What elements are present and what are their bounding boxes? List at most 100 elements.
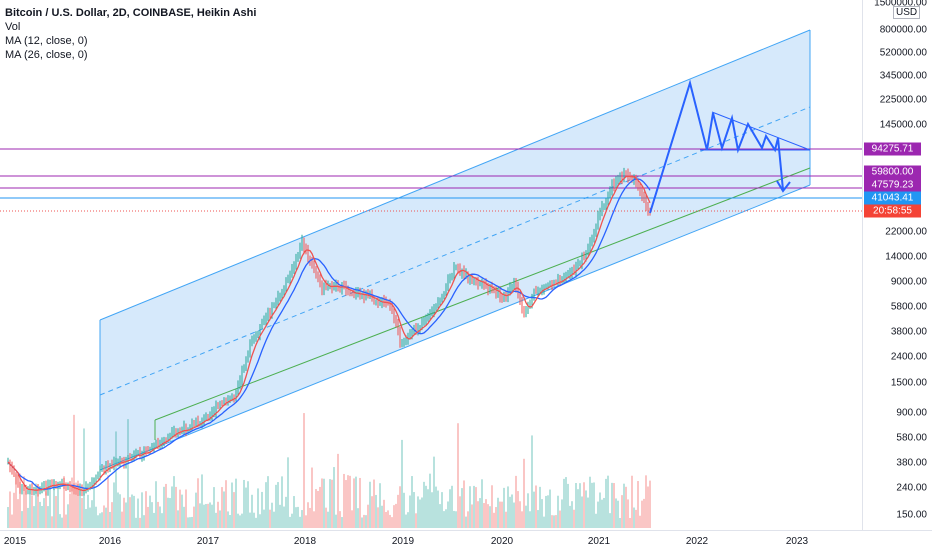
volume-bar (437, 490, 439, 528)
volume-bar (371, 496, 373, 528)
volume-bar (113, 482, 115, 528)
volume-bar (497, 497, 499, 528)
volume-bar (9, 491, 11, 528)
channel-midline[interactable] (99, 106, 811, 396)
volume-bar (373, 479, 375, 528)
volume-bar (233, 492, 235, 528)
volume-bar (145, 491, 147, 528)
projection-path[interactable] (649, 79, 784, 214)
volume-bar (469, 486, 471, 528)
price-tick-label: 1500000.00 (874, 0, 927, 9)
volume-bar (337, 453, 339, 528)
volume-bar (255, 517, 257, 528)
volume-bar (303, 413, 305, 528)
volume-bar (95, 506, 97, 528)
bar-countdown-tag: 20:58:55 (864, 204, 921, 218)
volume-bar (193, 506, 195, 528)
volume-bar (79, 488, 81, 528)
symbol-title[interactable]: Bitcoin / U.S. Dollar, 2D, COINBASE, Hei… (5, 7, 257, 19)
volume-bar (427, 489, 429, 528)
volume-bar (447, 501, 449, 528)
volume-bar (11, 514, 13, 528)
volume-bar (321, 478, 323, 528)
volume-bar (553, 515, 555, 528)
volume-bar (633, 507, 635, 528)
volume-bar (291, 513, 293, 528)
volume-bar (87, 494, 89, 528)
volume-bar (509, 496, 511, 528)
channel-upper-line[interactable] (99, 29, 811, 321)
volume-bar (387, 510, 389, 528)
volume-bar (453, 510, 455, 528)
volume-bar (519, 501, 521, 528)
volume-bar (359, 477, 361, 528)
time-tick-label: 2020 (490, 536, 514, 547)
volume-bar (97, 515, 99, 528)
volume-indicator-label[interactable]: Vol (5, 21, 21, 33)
volume-bar (281, 476, 283, 528)
chart-canvas[interactable] (0, 0, 862, 530)
price-axis[interactable]: USD 1500000.00 800000.00 520000.00 345000.0… (862, 0, 932, 530)
volume-bar (531, 435, 533, 528)
volume-bar (55, 496, 57, 528)
volume-bar (235, 478, 237, 528)
volume-bar (561, 499, 563, 528)
volume-bar (489, 506, 491, 528)
projection-arrowhead (776, 180, 791, 193)
volume-bar (331, 479, 333, 528)
volume-bar (545, 495, 547, 528)
volume-bar (445, 509, 447, 528)
volume-bar (401, 439, 403, 528)
ma26-indicator-label[interactable]: MA (26, close, 0) (5, 49, 88, 61)
volume-bar (51, 516, 53, 528)
volume-bar (465, 516, 467, 528)
volume-bar (285, 496, 287, 528)
volume-bar (109, 511, 111, 528)
support-trendline[interactable] (154, 167, 811, 421)
volume-bar (209, 502, 211, 528)
volume-bar (173, 476, 175, 528)
volume-bar (215, 512, 217, 528)
volume-bar (609, 513, 611, 528)
volume-bar (343, 473, 345, 528)
volume-bar (585, 490, 587, 528)
volume-bar (131, 494, 133, 528)
price-tick-label: 900.00 (896, 407, 927, 419)
volume-bar (289, 516, 291, 528)
volume-bar (645, 475, 647, 528)
volume-bar (539, 486, 541, 528)
price-tick-label: 520000.00 (879, 47, 927, 59)
volume-bar (333, 467, 335, 528)
volume-bar (317, 490, 319, 528)
volume-bar (249, 512, 251, 528)
time-axis[interactable]: 2015 2016 2017 2018 2019 2020 2021 2022 2023 (0, 530, 932, 551)
volume-bar (319, 486, 321, 528)
volume-bar (487, 504, 489, 528)
volume-bar (637, 481, 639, 528)
volume-bar (377, 507, 379, 528)
volume-bar (105, 507, 107, 528)
volume-bar (133, 495, 135, 528)
volume-bar (375, 494, 377, 528)
chart-area[interactable]: Bitcoin / U.S. Dollar, 2D, COINBASE, Hei… (0, 0, 862, 530)
volume-bar (127, 419, 129, 528)
volume-bar (649, 480, 651, 528)
volume-bar (299, 516, 301, 528)
volume-bar (185, 489, 187, 528)
ma12-indicator-label[interactable]: MA (12, close, 0) (5, 35, 88, 47)
volume-bar (35, 483, 37, 528)
volume-bar (549, 489, 551, 528)
volume-bar (395, 503, 397, 528)
volume-bar (29, 487, 31, 528)
volume-bar (225, 480, 227, 528)
volume-bar (421, 497, 423, 528)
currency-button[interactable]: USD (893, 6, 921, 19)
price-tag-94275: 94275.71 (864, 142, 921, 156)
volume-bar (57, 482, 59, 528)
volume-bar (153, 512, 155, 528)
volume-bar (229, 515, 231, 528)
volume-bar (203, 504, 205, 528)
triangle-upper-line[interactable] (711, 111, 811, 151)
volume-bar (403, 492, 405, 528)
channel-lower-line[interactable] (99, 184, 811, 471)
